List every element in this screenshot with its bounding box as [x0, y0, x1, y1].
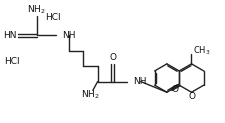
Text: CH$_3$: CH$_3$ — [193, 44, 211, 57]
Text: NH$_2$: NH$_2$ — [27, 4, 46, 16]
Text: O: O — [189, 92, 196, 100]
Text: NH: NH — [133, 77, 146, 86]
Text: HCl: HCl — [4, 57, 20, 66]
Text: NH$_2$: NH$_2$ — [81, 89, 100, 101]
Text: O: O — [171, 85, 178, 94]
Text: HN: HN — [3, 31, 17, 40]
Text: O: O — [109, 53, 116, 62]
Text: NH: NH — [62, 31, 76, 40]
Text: HCl: HCl — [45, 14, 61, 23]
